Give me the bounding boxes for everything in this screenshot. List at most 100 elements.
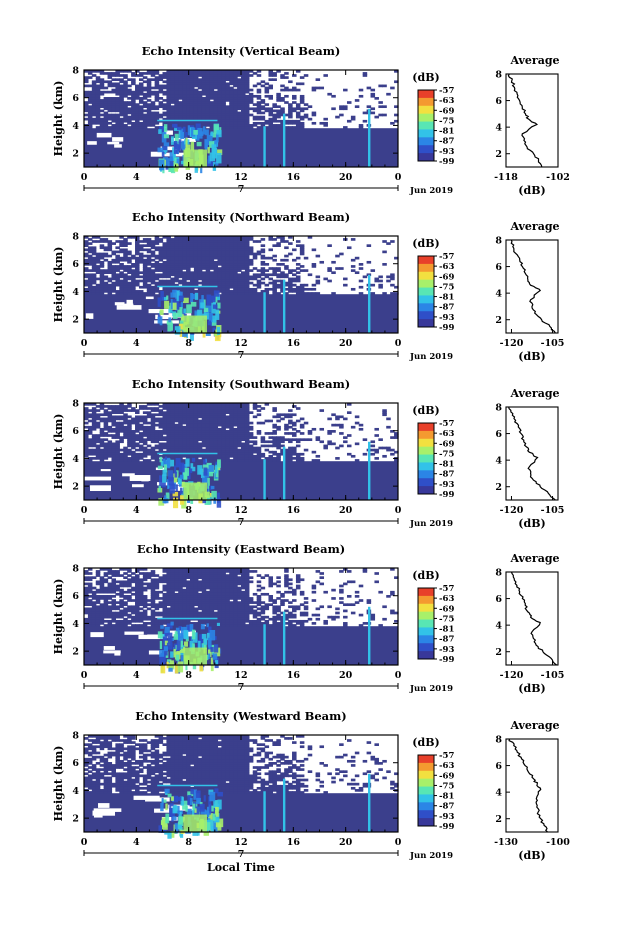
echo-cell	[142, 124, 148, 127]
echo-cell	[154, 592, 160, 596]
echo-cell	[229, 442, 234, 446]
echo-cell	[229, 109, 234, 113]
echo-cell	[150, 448, 156, 452]
echo-cell	[111, 444, 116, 448]
echo-cell	[225, 236, 230, 239]
echo-cell	[197, 265, 203, 268]
echo-cell	[248, 252, 254, 256]
echo-cell	[264, 109, 270, 113]
echo-cell	[201, 109, 207, 113]
colorbar-tick-label: -87	[439, 137, 454, 147]
echo-cell	[205, 269, 211, 272]
echo-cell	[217, 258, 222, 262]
echo-cell	[166, 413, 171, 417]
echo-cell	[166, 572, 171, 575]
echo-cell	[142, 609, 148, 613]
echo-cell	[189, 287, 195, 291]
echo-cell	[268, 107, 273, 111]
avg-y-tick-label: 6	[495, 429, 502, 440]
echo-cell	[107, 615, 113, 619]
echo-cell	[142, 117, 148, 121]
echo-cell	[142, 568, 148, 571]
echo-cell	[233, 250, 238, 254]
day-label: 7	[238, 184, 245, 195]
echo-cell	[390, 273, 395, 277]
echo-cell	[174, 613, 179, 617]
echo-cell	[241, 107, 246, 111]
echo-strong	[163, 159, 166, 167]
echo-cell	[284, 258, 289, 262]
echo-cell	[205, 292, 211, 295]
echo-cell	[237, 279, 242, 283]
echo-cell	[315, 254, 321, 258]
echo-cell	[91, 285, 97, 289]
echo-cell	[142, 586, 148, 590]
echo-cell	[174, 430, 179, 433]
echo-cell	[193, 277, 199, 281]
echo-cell	[193, 97, 199, 100]
echo-cell	[225, 290, 230, 293]
echo-cell	[178, 576, 183, 579]
echo-cell	[127, 88, 132, 92]
echo-cell	[84, 287, 89, 291]
echo-cell	[331, 413, 336, 417]
echo-cell	[237, 84, 242, 88]
echo-cell	[292, 446, 297, 450]
echo-cell	[154, 240, 160, 243]
echo-cell	[178, 250, 183, 254]
echo-cell	[158, 238, 164, 241]
echo-cell	[189, 78, 195, 81]
echo-cell	[189, 411, 195, 414]
echo-cell	[103, 578, 109, 582]
echo-cell	[154, 611, 160, 615]
echo-cell	[115, 277, 120, 281]
echo-cell	[197, 92, 203, 96]
echo-cell	[209, 440, 215, 444]
echo-cell	[166, 292, 171, 295]
echo-cell	[174, 84, 179, 88]
echo-cell	[146, 119, 152, 123]
echo-cell	[123, 446, 128, 450]
echo-cell	[150, 419, 156, 423]
echo-cell	[225, 244, 230, 247]
echo-cell	[107, 619, 113, 623]
echo-cell	[91, 119, 97, 123]
echo-cell	[248, 287, 254, 291]
echo-cell	[99, 450, 105, 454]
echo-cell	[95, 607, 101, 611]
echo-cell	[268, 444, 273, 448]
echo-cell	[162, 427, 168, 431]
echo-cell	[127, 111, 132, 115]
echo-cell	[154, 438, 160, 442]
echo-cell	[221, 258, 226, 262]
echo-cell	[84, 619, 89, 623]
echo-cell	[237, 124, 242, 127]
echo-cell	[233, 124, 238, 127]
echo-cell	[292, 287, 297, 291]
echo-strong	[164, 456, 167, 460]
echo-cell	[138, 248, 144, 252]
echo-cell	[111, 277, 116, 281]
echo-cell	[111, 119, 116, 123]
echo-cell	[170, 101, 175, 104]
echo-cell	[217, 411, 222, 414]
echo-cell	[99, 605, 105, 609]
echo-cell	[260, 124, 266, 127]
echo-cell	[213, 263, 219, 266]
echo-cell	[193, 236, 199, 239]
echo-cell	[186, 413, 191, 417]
echo-cell	[119, 611, 124, 615]
echo-strong	[208, 485, 213, 490]
echo-cell	[87, 70, 93, 73]
echo-cell	[103, 124, 109, 127]
echo-cell	[150, 258, 156, 262]
echo-cell	[186, 290, 191, 293]
echo-cell	[84, 263, 89, 266]
echo-cell	[95, 601, 101, 604]
echo-strong	[212, 315, 217, 323]
echo-cell	[217, 248, 222, 252]
echo-cell	[107, 582, 113, 586]
echo-cell	[182, 403, 187, 406]
echo-cell	[87, 442, 93, 446]
echo-strong	[202, 331, 206, 338]
